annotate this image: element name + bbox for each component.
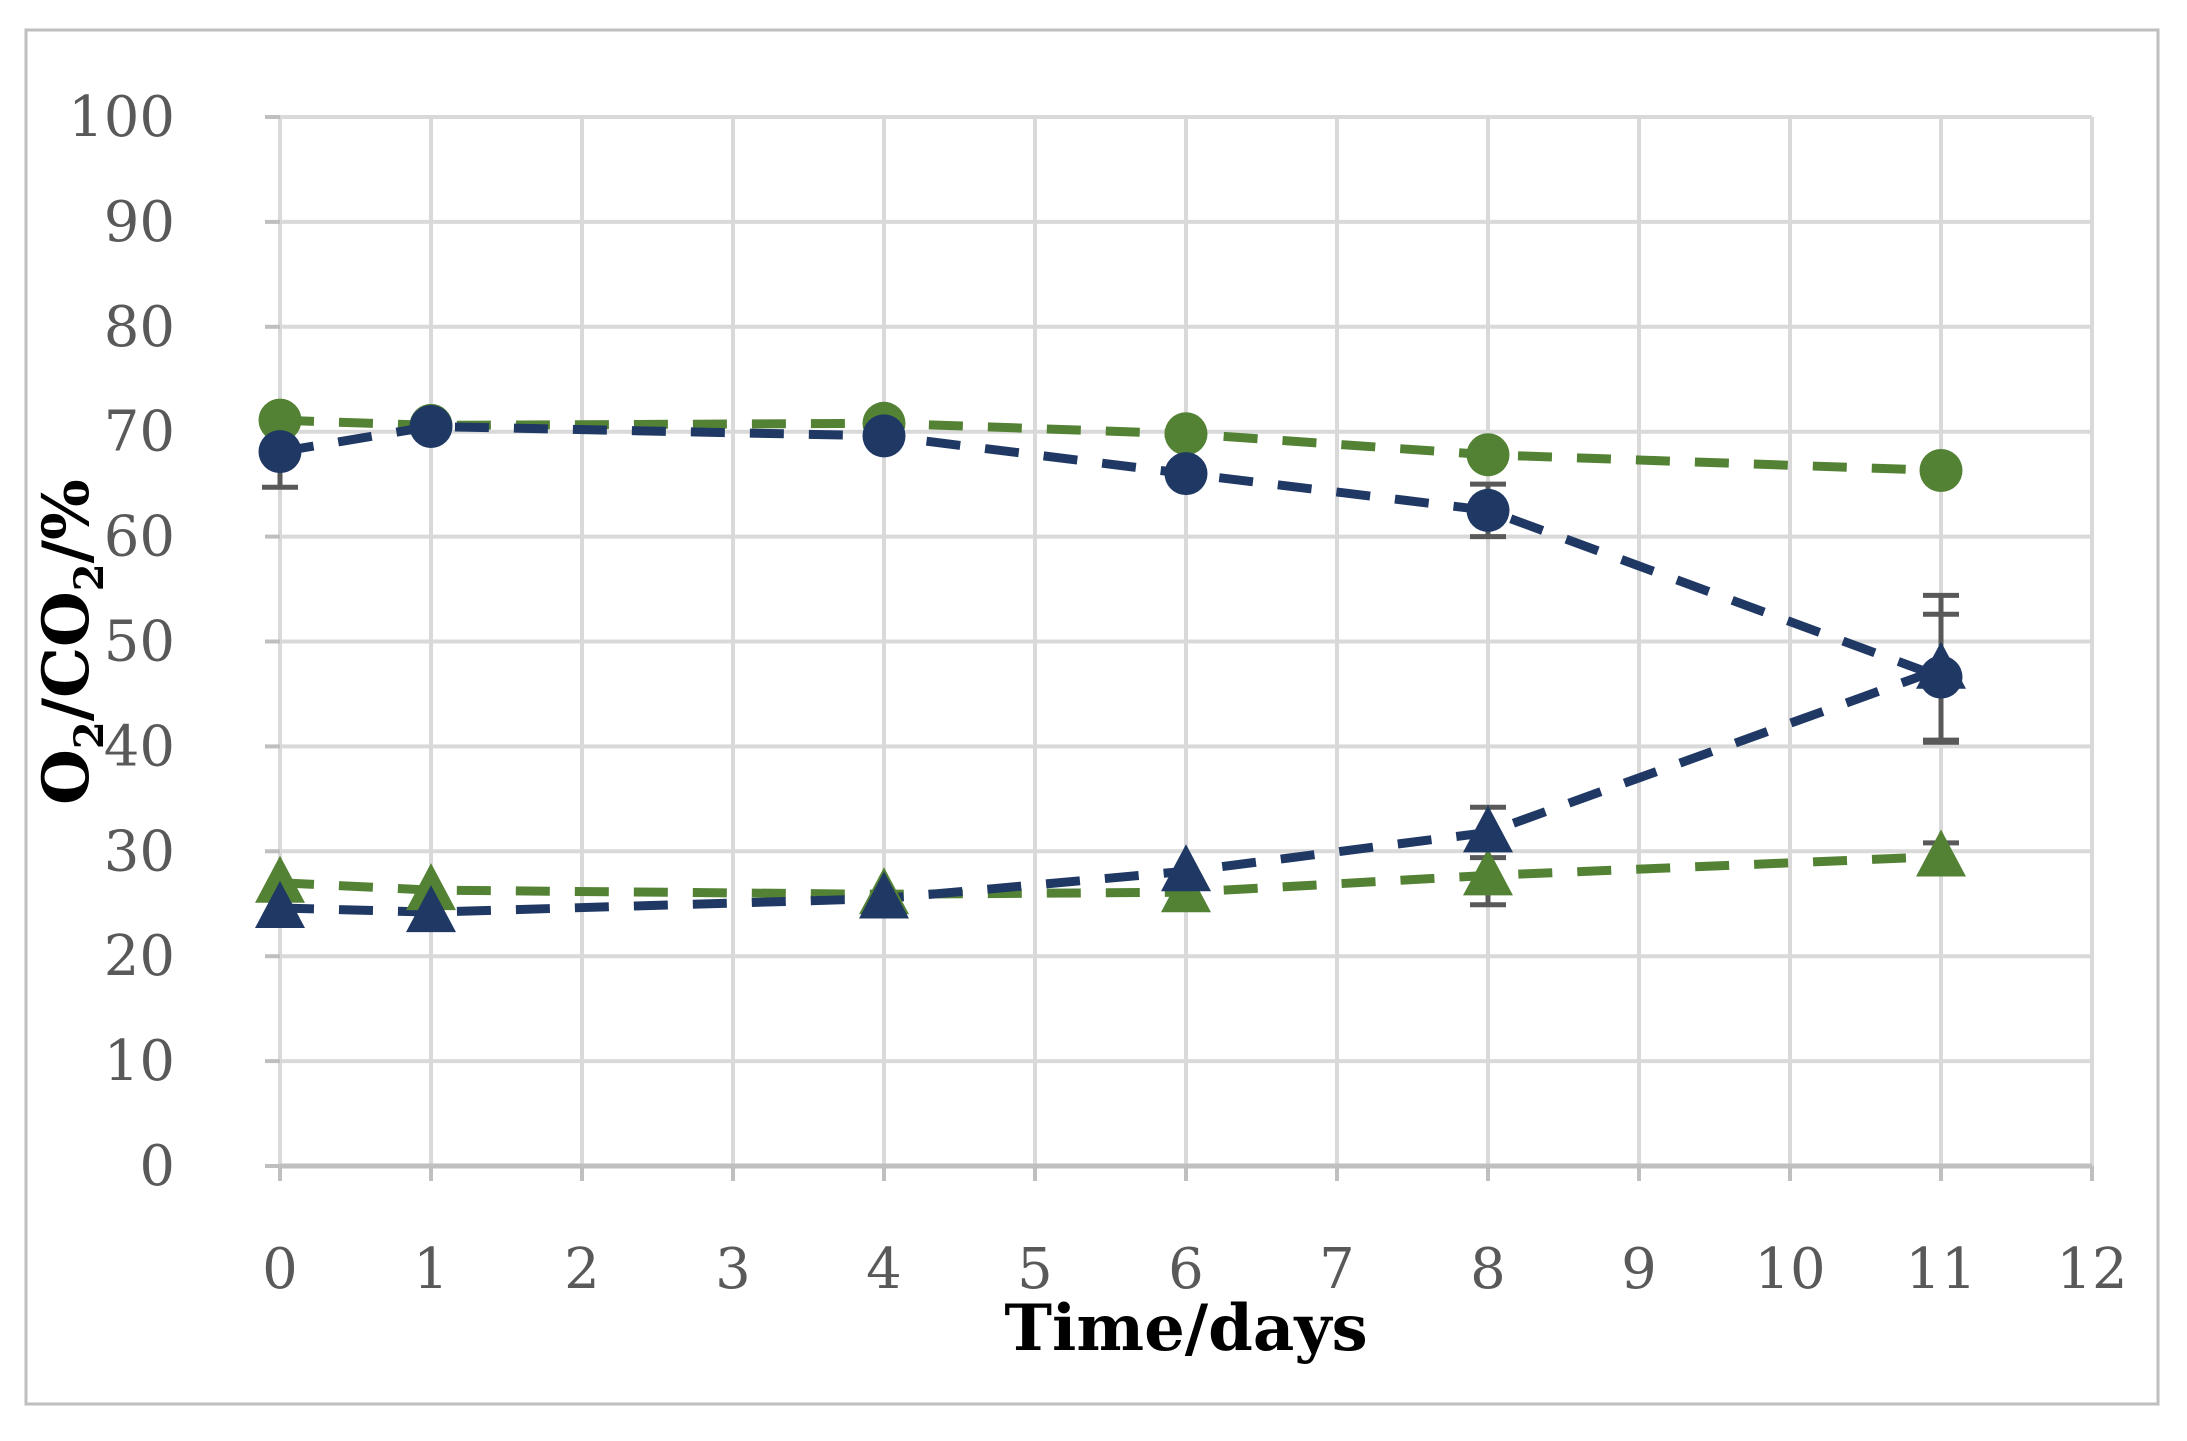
y-tick-label: 0 [139,1134,175,1199]
series-green-circle-series-markers [258,398,1963,493]
y-tick-label: 50 [104,610,175,675]
y-tick-label: 70 [104,400,175,465]
x-tick-label: 0 [262,1237,298,1302]
navy-circle-series-marker [1466,488,1510,532]
navy-triangle-series-marker [406,885,456,933]
gridlines [278,115,2094,1168]
x-axis-title: Time/days [1004,1291,1367,1366]
series-lines [279,415,1943,917]
navy-circle-series-marker [862,414,906,458]
error-bars [262,414,1959,908]
y-tick-label: 10 [104,1029,175,1094]
x-tick-label: 5 [1017,1237,1053,1302]
navy-circle-series-marker [258,430,302,474]
green-circle-series-marker [1466,433,1510,477]
y-tick-label: 100 [68,85,175,150]
figure-border [24,28,2160,1406]
y-tick-label: 90 [104,190,175,255]
series-green-triangle-series-markers [255,829,1966,915]
y-tick-label: 30 [104,819,175,884]
green-circle-series-marker [1919,449,1963,493]
axes [265,115,2094,1181]
green-triangle-series-marker [1463,848,1513,896]
navy-circle-series-marker [1919,655,1963,699]
x-tick-label: 1 [413,1237,449,1302]
navy-circle-series-marker [1164,452,1208,496]
navy-triangle-series-line [279,664,1943,917]
x-tick-label: 3 [715,1237,751,1302]
x-tick-label: 12 [2056,1237,2127,1302]
x-tick-labels: 0 1 2 3 4 5 6 7 8 9 10 11 12 [262,1237,2127,1302]
y-tick-label: 40 [104,714,175,779]
green-circle-series-line [279,415,1942,476]
green-circle-series-marker [258,398,302,442]
x-tick-label: 9 [1621,1237,1657,1302]
x-tick-label: 7 [1319,1237,1355,1302]
y-tick-label: 60 [104,505,175,570]
navy-triangle-series-marker [255,880,305,928]
navy-triangle-series-marker [1463,805,1513,853]
series-navy-circle-series-markers [258,404,1963,699]
x-tick-label: 11 [1905,1237,1976,1302]
green-triangle-series-marker [255,855,305,903]
x-tick-label: 6 [1168,1237,1204,1302]
x-tick-label: 2 [564,1237,600,1302]
green-triangle-series-marker [1916,829,1966,877]
y-tick-label: 20 [104,924,175,989]
y-tick-label: 80 [104,295,175,360]
x-tick-label: 4 [866,1237,902,1302]
navy-circle-series-line [279,421,1943,682]
y-tick-labels: 0 10 20 30 40 50 60 70 80 90 100 [68,85,175,1199]
navy-triangle-series-marker [1161,844,1211,892]
navy-triangle-series-marker [859,871,909,919]
green-circle-series-marker [1164,412,1208,456]
y-axis-title: O2/CO2/% [29,479,113,805]
x-tick-label: 8 [1470,1237,1506,1302]
green-triangle-series-line [279,852,1942,899]
x-tick-label: 10 [1754,1237,1825,1302]
navy-circle-series-marker [409,404,453,448]
